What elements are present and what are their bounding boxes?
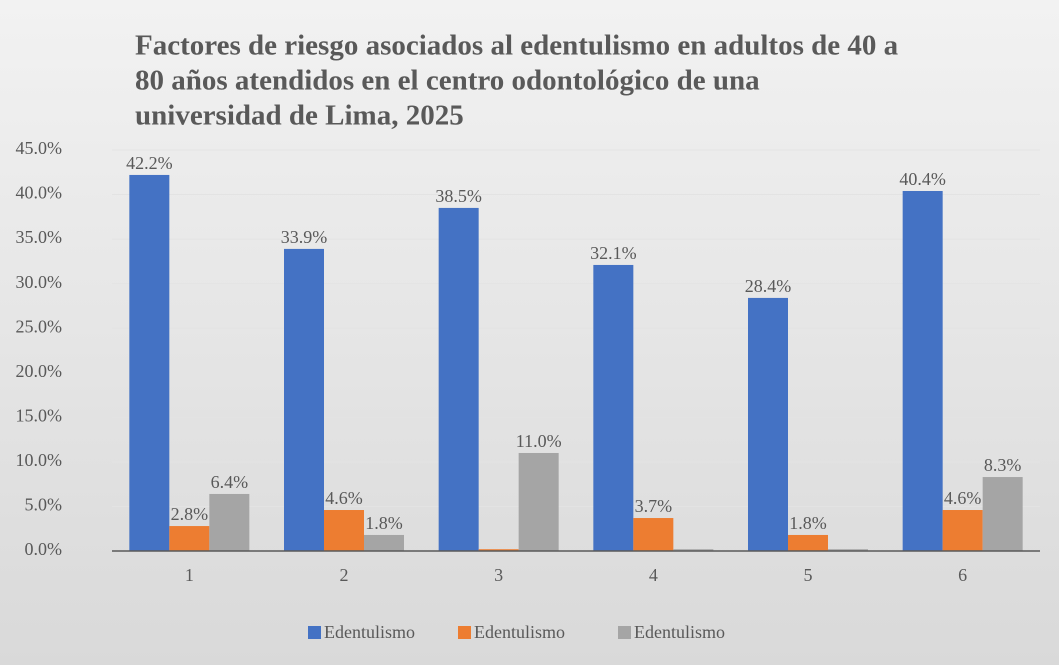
y-tick-label: 40.0% [16,183,63,203]
data-label: 2.8% [171,504,209,524]
y-tick-label: 25.0% [16,316,63,336]
x-tick-label: 2 [340,565,349,585]
data-label: 32.1% [590,243,637,263]
bar [169,526,210,551]
bar [788,534,828,551]
data-label: 3.7% [635,496,673,516]
bar [828,549,868,551]
data-label: 11.0% [516,431,562,451]
y-tick-label: 0.0% [25,539,63,559]
bar [593,264,634,551]
legend-label: Edentulismo [474,622,565,642]
x-tick-label: 5 [804,565,813,585]
x-tick-label: 3 [494,565,503,585]
bar [324,510,364,551]
legend-label: Edentulismo [324,622,415,642]
y-tick-label: 5.0% [25,495,63,515]
data-label: 38.5% [435,186,482,206]
y-tick-label: 30.0% [16,272,63,292]
data-label: 4.6% [325,488,363,508]
data-label: 4.6% [944,488,982,508]
legend-swatch [458,626,471,639]
legend-label: Edentulismo [634,622,725,642]
x-tick-label: 1 [185,565,194,585]
bar [748,297,788,551]
y-tick-label: 15.0% [16,405,63,425]
data-label: 42.2% [126,153,173,173]
x-tick-label: 6 [958,565,967,585]
y-tick-label: 35.0% [16,227,63,247]
y-tick-label: 20.0% [16,361,63,381]
x-tick-label: 4 [649,565,658,585]
bar [284,248,324,551]
y-tick-label: 10.0% [16,450,63,470]
bar [942,510,983,551]
chart-title: universidad de Lima, 2025 [135,100,464,132]
data-label: 1.8% [789,513,827,533]
legend-swatch [308,626,321,639]
data-label: 8.3% [984,455,1022,475]
data-label: 28.4% [745,276,792,296]
bar [129,174,170,551]
bar [438,207,479,551]
bar [478,549,519,551]
bar [673,549,714,551]
data-label: 1.8% [365,513,403,533]
bar [209,493,250,551]
data-label: 33.9% [281,227,328,247]
bar [364,534,404,551]
chart-title: 80 años atendidos en el centro odontológ… [135,65,760,97]
bar [633,518,674,551]
data-label: 6.4% [211,472,249,492]
y-tick-label: 45.0% [16,138,63,158]
bar [518,452,559,551]
bar [902,190,943,552]
data-label: 40.4% [899,169,946,189]
legend-swatch [618,626,631,639]
bar [982,477,1023,551]
chart-title: Factores de riesgo asociados al edentuli… [135,30,899,62]
